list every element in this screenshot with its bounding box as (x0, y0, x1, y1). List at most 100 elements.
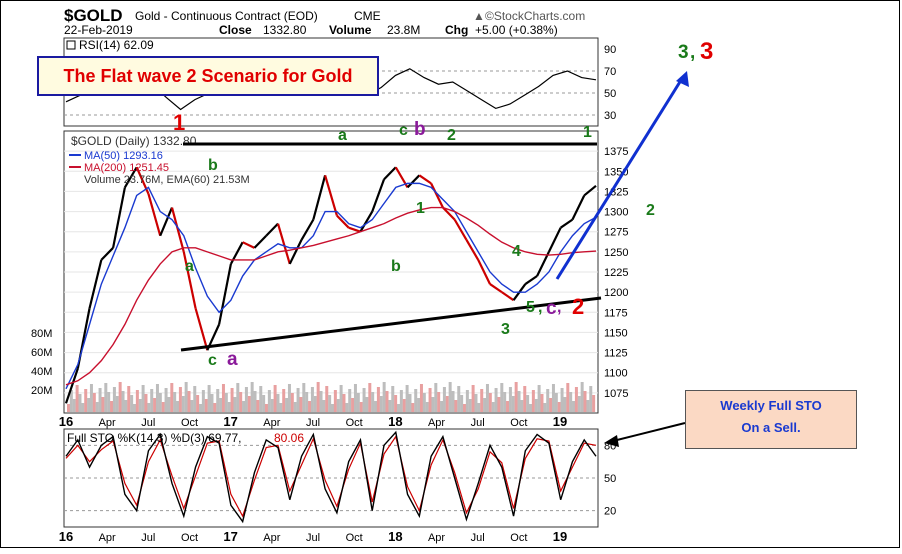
volume-bar (69, 390, 73, 412)
price-segment (312, 175, 327, 220)
price-x-tick: 17 (223, 414, 237, 429)
price-segment (324, 175, 338, 216)
volume-bar (448, 382, 452, 412)
volume-bar (511, 396, 515, 412)
price-segment (88, 259, 103, 309)
price-segment (336, 214, 350, 229)
price-segment (489, 283, 503, 294)
volume-bar (207, 385, 211, 412)
volume-bar (531, 390, 535, 412)
price-segment (477, 259, 491, 285)
wave-label: c (208, 352, 217, 369)
sto-legend: Full STO %K(14,3) %D(3) 69.77, (67, 431, 242, 445)
description-label: Gold - Continuous Contract (EOD) (135, 9, 318, 23)
volume-bar (118, 382, 122, 412)
price-segment (300, 219, 315, 241)
price-segment (64, 368, 79, 404)
volume-bar (233, 397, 237, 412)
sto-x-tick: Oct (346, 532, 363, 544)
volume-bar (580, 382, 584, 412)
wave-separator: , (690, 42, 695, 63)
volume-bar (310, 387, 314, 412)
volume-bar (308, 401, 312, 412)
volume-bar (135, 390, 139, 412)
volume-bar (359, 402, 363, 412)
volume-bar (371, 392, 375, 412)
price-segment (406, 174, 421, 189)
volume-bar (348, 389, 352, 412)
close-label: Close (219, 23, 252, 37)
volume-bar (285, 398, 289, 412)
volume-bar (331, 404, 334, 412)
volume-bar (442, 387, 446, 412)
price-segment (159, 207, 174, 237)
close-value: 1332.80 (263, 23, 307, 37)
volume-bar (526, 395, 530, 412)
chg-label: Chg (445, 23, 468, 37)
sto-legend-value: 80.06 (274, 431, 304, 445)
volume-bar (319, 391, 323, 412)
price-x-tick: Jul (306, 417, 320, 429)
volume-bar (388, 400, 392, 412)
wave-label: 1 (173, 110, 185, 135)
volume-bar (339, 385, 343, 412)
note-arrowhead-icon (604, 435, 619, 447)
price-legend-ma50: MA(50) 1293.16 (84, 150, 163, 162)
note-arrow (612, 422, 686, 442)
price-x-tick: 19 (553, 414, 567, 429)
volume-bar (78, 394, 82, 412)
volume-bar (534, 399, 538, 412)
symbol-label: $GOLD (64, 6, 123, 25)
watermark-label: ©StockCharts.com (485, 9, 585, 23)
volume-bar (414, 389, 418, 412)
ma200-line (65, 206, 597, 386)
volume-bar (138, 399, 142, 412)
volume-bar (554, 393, 558, 412)
volume-bar (408, 394, 412, 412)
volume-bar (336, 399, 340, 412)
weekly-sto-note: Weekly Full STO On a Sell. (685, 390, 857, 449)
volume-bar (101, 397, 105, 412)
volume-bar (299, 397, 303, 412)
wave-label: 3 (700, 38, 713, 65)
volume-bar (279, 403, 283, 412)
volume-bar (265, 404, 268, 412)
ma50-line (65, 182, 597, 390)
volume-bar (566, 383, 570, 412)
volume-bar (130, 395, 134, 412)
volume-bar (480, 389, 484, 412)
sto-x-tick: Apr (263, 532, 280, 544)
volume-bar (273, 385, 277, 412)
volume-bar (376, 387, 380, 412)
price-segment (560, 218, 574, 229)
price-segment (229, 241, 244, 265)
price-legend-gold: $GOLD (Daily) 1332.80 (71, 134, 197, 148)
volume-bar (247, 396, 251, 412)
volume-bar (193, 386, 197, 412)
sto-x-tick: 19 (553, 529, 567, 544)
price-y-tick: 1100 (604, 368, 628, 380)
volume-bar (394, 395, 398, 412)
volume-bar (262, 395, 266, 412)
wave-label: 3 (678, 42, 689, 63)
volume-bar (244, 387, 248, 412)
wave-label: 2 (572, 294, 584, 319)
price-y-tick: 1275 (604, 227, 628, 239)
volume-bar (454, 400, 458, 412)
watermark-arrow-icon: ▲ (473, 9, 485, 23)
volume-bar (485, 384, 489, 412)
volume-bar (81, 403, 85, 412)
price-x-tick: Apr (428, 417, 445, 429)
volume-bar (164, 388, 168, 412)
volume-label: Volume (329, 23, 372, 37)
volume-bar (428, 388, 432, 412)
volume-bar (491, 402, 495, 412)
rsi-y-tick: 70 (604, 66, 616, 78)
price-x-tick: 18 (388, 414, 402, 429)
wave-label: c (546, 298, 557, 319)
volume-bar (147, 403, 151, 412)
volume-bar (368, 383, 372, 412)
volume-bar (517, 391, 521, 412)
volume-bar (115, 396, 119, 412)
